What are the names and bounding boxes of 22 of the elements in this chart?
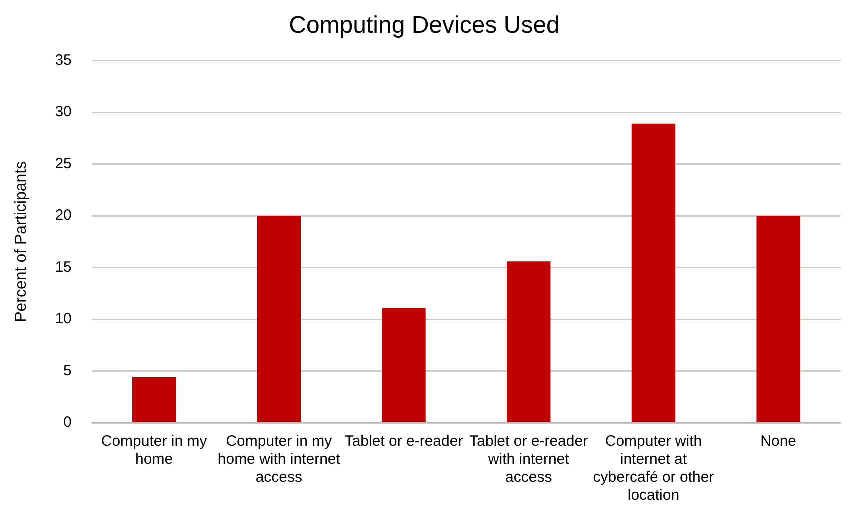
bar	[507, 262, 551, 422]
bar	[756, 216, 800, 422]
y-tick-label: 20	[55, 207, 72, 224]
x-tick-label: Computer with internet at cybercafé or other location	[593, 433, 714, 504]
y-tick-label: 30	[55, 104, 72, 121]
y-tick-label: 15	[55, 258, 72, 276]
chart-title: Computing Devices Used	[289, 12, 560, 40]
bar	[132, 377, 176, 422]
bar	[632, 124, 676, 422]
bar	[257, 216, 302, 422]
x-tick-label: Tablet or e-reader with internet access	[470, 433, 588, 486]
x-tick-label: Computer in my home	[101, 433, 208, 468]
y-tick-label: 25	[55, 155, 72, 172]
bar	[382, 308, 426, 422]
x-tick-label: None	[760, 433, 797, 450]
y-tick-label: 0	[64, 414, 72, 432]
y-tick-label: 10	[55, 310, 72, 328]
x-tick-label: Tablet or e-reader	[344, 433, 464, 450]
x-tick-label: Computer in my home with internet access	[218, 433, 342, 486]
y-axis-title: Percent of Participants	[13, 161, 30, 322]
y-tick-label: 35	[55, 52, 72, 69]
y-tick-label: 5	[64, 362, 72, 380]
